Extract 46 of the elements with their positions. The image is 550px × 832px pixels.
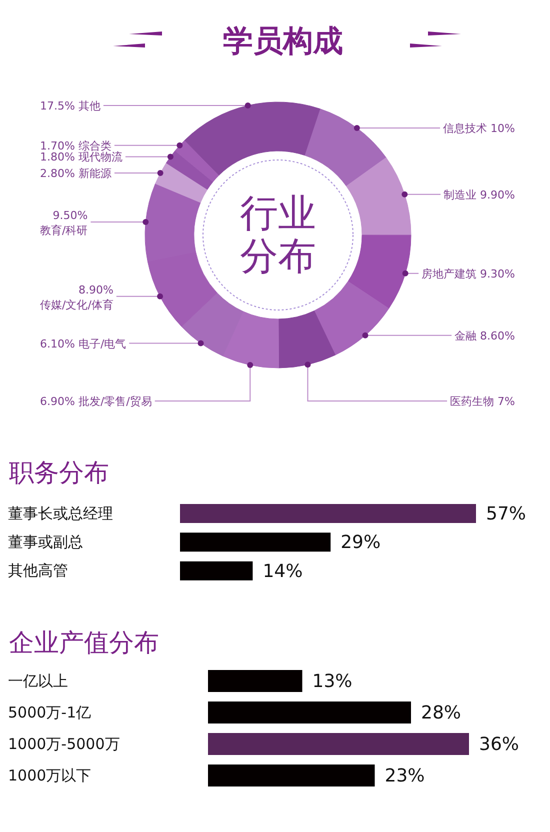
donut-slice	[314, 281, 390, 356]
slice-label: 教育/科研	[40, 223, 88, 236]
data-label: 57%	[486, 503, 526, 524]
chart-title: 企业产值分布	[9, 628, 159, 657]
data-label: 9.50%	[52, 208, 88, 222]
slice-label: 6.10% 电子/电气	[40, 336, 126, 350]
slice-label: 6.90% 批发/零售/贸易	[40, 394, 152, 408]
slice-label: 房地产建筑 9.30%	[422, 266, 515, 280]
slice-label: 1.80% 现代物流	[40, 150, 122, 164]
slice-label: 金融 8.60%	[454, 328, 515, 342]
data-label: 29%	[340, 532, 381, 553]
slice-label: 信息技术 10%	[443, 121, 515, 134]
slice-label: 传媒/文化/体育	[40, 298, 114, 311]
donut-slice	[346, 157, 412, 236]
donut-slice	[155, 162, 208, 203]
bar	[208, 670, 302, 692]
slice-label: 1.70% 综合类	[40, 138, 112, 152]
y-tick-label: 其他高管	[8, 562, 68, 580]
chart-title: 职务分布	[9, 458, 109, 487]
data-label: 36%	[479, 734, 520, 754]
y-tick-label: 董事或副总	[8, 533, 83, 551]
data-label: 23%	[384, 765, 425, 786]
y-tick-label: 1000万-5000万	[8, 734, 120, 753]
bar	[208, 702, 411, 724]
slice-label: 2.80% 新能源	[40, 166, 112, 180]
text: 行业分布	[240, 191, 316, 278]
chart-title: 学员构成	[223, 24, 343, 59]
donut-slice	[184, 102, 320, 176]
bar	[208, 733, 469, 755]
data-label: 8.90%	[78, 282, 114, 296]
donut-slice	[166, 150, 214, 190]
y-tick-label: 1000万以下	[8, 766, 92, 784]
data-label: 14%	[262, 560, 303, 582]
y-tick-label: 5000万-1亿	[8, 703, 92, 722]
y-tick-label: 董事长或总经理	[8, 504, 113, 522]
donut-slice	[174, 140, 220, 182]
data-label: 13%	[312, 670, 352, 692]
y-tick-label: 一亿以上	[8, 672, 68, 690]
bar	[208, 764, 375, 786]
data-label: 28%	[421, 702, 462, 723]
donut-slice	[304, 108, 386, 186]
slice-label: 医药生物 7%	[450, 394, 515, 408]
donut-slice	[278, 310, 336, 368]
donut-slice	[348, 234, 412, 309]
slice-label: 制造业 9.90%	[444, 188, 515, 201]
slice-label: 17.5% 其他	[40, 98, 100, 112]
